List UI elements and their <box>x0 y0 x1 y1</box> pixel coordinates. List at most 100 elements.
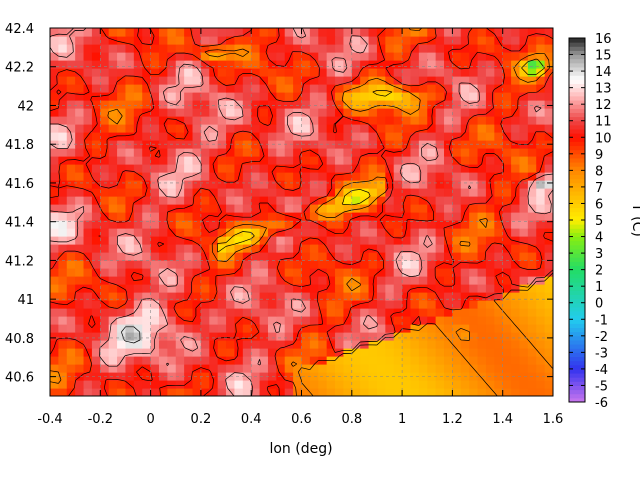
heatmap-cell <box>494 196 504 205</box>
heatmap-cell <box>385 172 395 181</box>
heatmap-cell <box>469 188 479 197</box>
heatmap-cell <box>368 116 378 125</box>
y-tick-label: 40.8 <box>5 332 34 347</box>
heatmap-cell <box>251 292 261 301</box>
heatmap-cell <box>427 236 437 245</box>
heatmap-cell <box>259 60 269 69</box>
heatmap-cell <box>351 148 361 157</box>
heatmap-cell <box>494 228 504 237</box>
heatmap-cell <box>326 116 336 125</box>
heatmap-cell <box>100 60 110 69</box>
heatmap-cell <box>309 196 319 205</box>
colorbar-tick-label: -2 <box>595 330 608 345</box>
colorbar-tick-label: 1 <box>595 280 603 295</box>
colorbar-segment <box>569 368 585 374</box>
heatmap-cell <box>184 148 194 157</box>
heatmap-cell <box>133 132 143 141</box>
heatmap-cell <box>125 244 135 253</box>
heatmap-cell <box>108 220 118 229</box>
heatmap-cell <box>184 196 194 205</box>
heatmap-cell <box>544 44 553 53</box>
heatmap-cell <box>494 380 504 389</box>
heatmap-cell <box>343 132 353 141</box>
heatmap-cell <box>259 340 269 349</box>
heatmap-cell <box>402 212 412 221</box>
heatmap-cell <box>477 340 487 349</box>
heatmap-cell <box>418 300 428 309</box>
heatmap-cell <box>485 380 495 389</box>
heatmap-cell <box>276 372 286 381</box>
heatmap-cell <box>477 92 487 101</box>
heatmap-cell <box>435 292 445 301</box>
heatmap-cell <box>200 100 210 109</box>
heatmap-cell <box>460 164 470 173</box>
heatmap-cell <box>527 236 537 245</box>
heatmap-cell <box>511 364 521 373</box>
heatmap-cell <box>335 284 345 293</box>
heatmap-cell <box>527 348 537 357</box>
heatmap-cell <box>485 148 495 157</box>
heatmap-cell <box>184 380 194 389</box>
heatmap-cell <box>376 196 386 205</box>
colorbar-segment <box>569 224 585 229</box>
heatmap-cell <box>267 292 277 301</box>
heatmap-cell <box>83 244 93 253</box>
heatmap-cell <box>192 252 202 261</box>
heatmap-cell <box>150 348 160 357</box>
heatmap-cell <box>150 356 160 365</box>
heatmap-cell <box>318 68 328 77</box>
heatmap-cell <box>117 228 127 237</box>
heatmap-cell <box>117 260 127 269</box>
heatmap-cell <box>200 372 210 381</box>
heatmap-cell <box>309 300 319 309</box>
heatmap-cell <box>158 60 168 69</box>
heatmap-cell <box>494 236 504 245</box>
heatmap-cell <box>477 356 487 365</box>
heatmap-cell <box>402 236 412 245</box>
heatmap-cell <box>209 220 219 229</box>
heatmap-cell <box>326 236 336 245</box>
heatmap-cell <box>217 260 227 269</box>
heatmap-cell <box>66 140 76 149</box>
heatmap-cell <box>184 204 194 213</box>
heatmap-cell <box>108 188 118 197</box>
heatmap-cell <box>66 92 76 101</box>
heatmap-cell <box>100 268 110 277</box>
heatmap-cell <box>536 108 546 117</box>
heatmap-cell <box>502 172 512 181</box>
heatmap-cell <box>309 124 319 133</box>
heatmap-cell <box>511 324 521 333</box>
heatmap-cell <box>477 52 487 61</box>
heatmap-cell <box>100 196 110 205</box>
heatmap-cell <box>494 132 504 141</box>
heatmap-cell <box>234 196 244 205</box>
heatmap-cell <box>234 52 244 61</box>
heatmap-cell <box>267 348 277 357</box>
heatmap-cell <box>217 212 227 221</box>
heatmap-cell <box>251 124 261 133</box>
heatmap-cell <box>167 388 177 396</box>
heatmap-cell <box>58 28 68 37</box>
heatmap-cell <box>351 364 361 373</box>
heatmap-cell <box>444 92 453 101</box>
heatmap-cell <box>494 308 504 317</box>
heatmap-cell <box>427 124 437 133</box>
heatmap-cell <box>83 44 93 53</box>
colorbar-segment <box>569 327 585 333</box>
heatmap-cell <box>527 92 537 101</box>
heatmap-cell <box>452 260 462 269</box>
heatmap-cell <box>125 228 135 237</box>
heatmap-cell <box>360 172 370 181</box>
heatmap-cell <box>175 308 185 317</box>
heatmap-cell <box>519 236 529 245</box>
heatmap-cell <box>108 292 118 301</box>
colorbar-tick-label: 0 <box>595 297 603 312</box>
heatmap-cell <box>360 308 370 317</box>
heatmap-cell <box>150 28 160 37</box>
heatmap-cell <box>259 132 269 141</box>
heatmap-cell <box>368 220 378 229</box>
heatmap-cell <box>418 316 428 325</box>
heatmap-cell <box>418 292 428 301</box>
heatmap-cell <box>175 116 185 125</box>
heatmap-cell <box>301 324 311 333</box>
